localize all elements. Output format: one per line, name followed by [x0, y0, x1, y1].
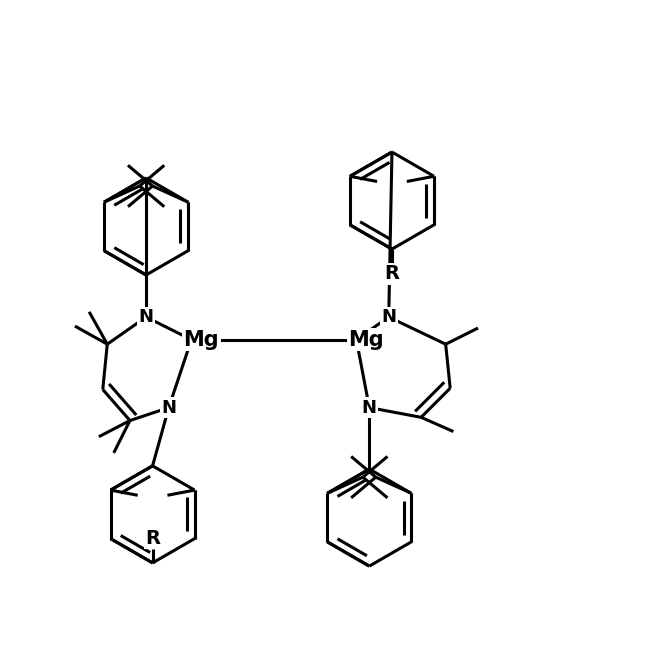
- Text: R: R: [385, 264, 399, 283]
- Text: Mg: Mg: [348, 330, 384, 349]
- Text: N: N: [381, 308, 396, 326]
- Text: N: N: [161, 399, 176, 417]
- Text: Mg: Mg: [183, 330, 219, 349]
- Text: N: N: [139, 308, 153, 326]
- Text: R: R: [145, 529, 160, 548]
- Text: N: N: [362, 399, 377, 417]
